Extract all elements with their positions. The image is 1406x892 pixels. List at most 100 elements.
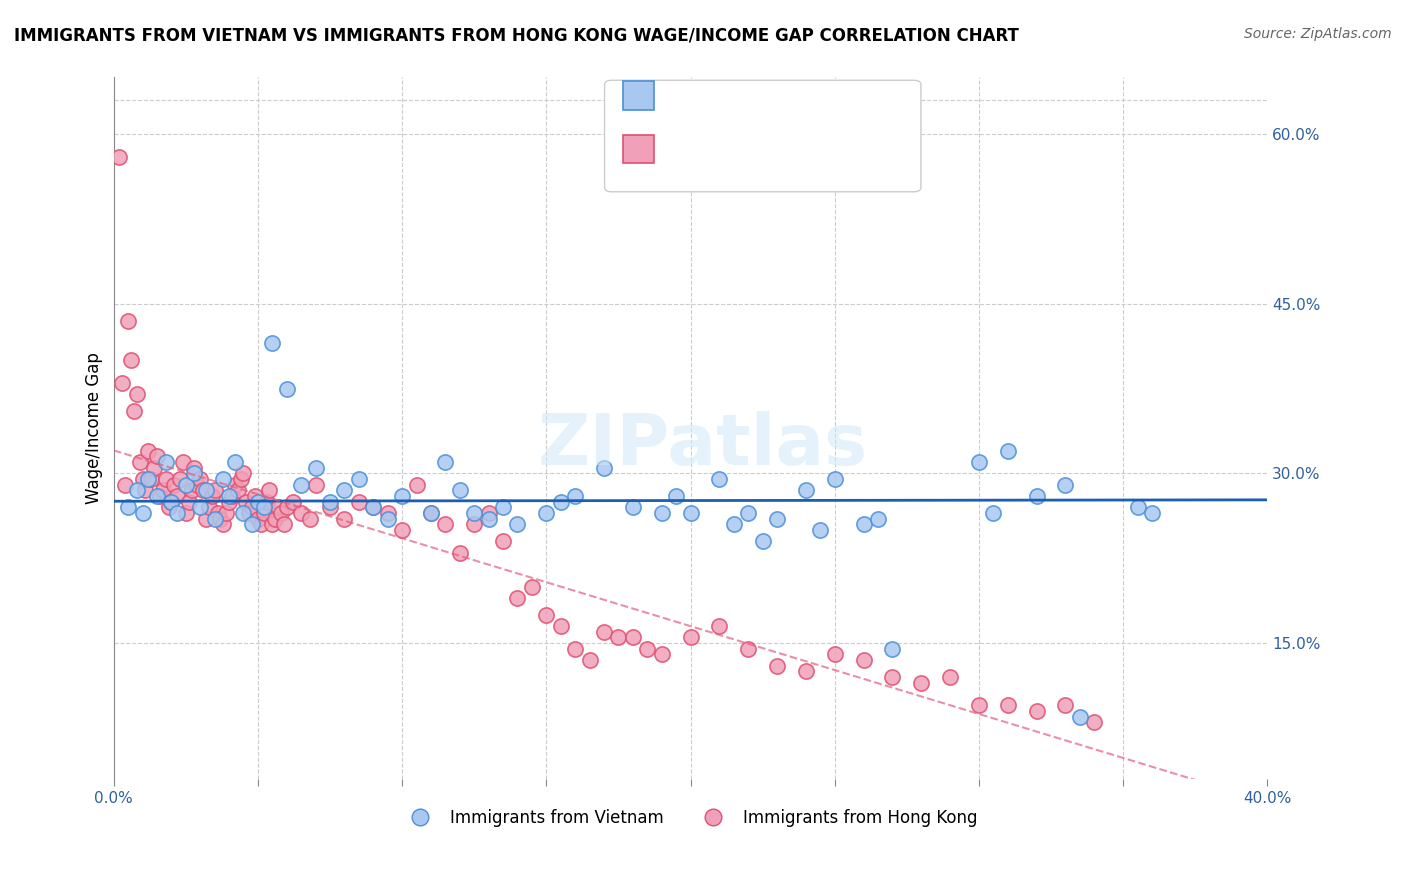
Point <box>111 376 134 390</box>
Point <box>186 477 208 491</box>
Point <box>420 506 443 520</box>
Point <box>1126 500 1149 515</box>
Point <box>766 511 789 525</box>
Text: R = 0.008: R = 0.008 <box>662 87 752 104</box>
Point <box>967 698 990 713</box>
Point <box>434 455 457 469</box>
Point <box>188 472 211 486</box>
Point <box>149 489 172 503</box>
Point <box>191 483 214 498</box>
Point <box>207 506 229 520</box>
Point <box>143 460 166 475</box>
Point <box>1069 709 1091 723</box>
Point <box>221 489 243 503</box>
Point <box>578 653 600 667</box>
Text: R = -0.153: R = -0.153 <box>662 140 759 158</box>
Point <box>128 455 150 469</box>
Point <box>564 489 586 503</box>
Point <box>146 489 169 503</box>
Point <box>434 517 457 532</box>
Point <box>939 670 962 684</box>
Point <box>824 648 846 662</box>
Point <box>183 467 205 481</box>
Point <box>679 631 702 645</box>
Point <box>910 675 932 690</box>
Point <box>794 483 817 498</box>
Point <box>737 506 759 520</box>
Point <box>183 460 205 475</box>
Point <box>824 472 846 486</box>
Point <box>249 517 271 532</box>
Point <box>212 517 235 532</box>
Point <box>273 517 295 532</box>
Point <box>195 483 218 498</box>
Point <box>709 619 731 633</box>
Point <box>882 641 904 656</box>
Point <box>122 404 145 418</box>
Point <box>391 489 413 503</box>
Point <box>319 500 342 515</box>
Point <box>262 517 284 532</box>
Point <box>281 494 304 508</box>
Point <box>319 494 342 508</box>
Point <box>449 483 471 498</box>
Point <box>478 511 501 525</box>
Point <box>751 534 773 549</box>
Point <box>536 506 558 520</box>
Point <box>852 517 875 532</box>
Point <box>131 472 153 486</box>
Point <box>240 517 263 532</box>
Point <box>117 500 139 515</box>
Point <box>136 472 159 486</box>
Point <box>1025 704 1047 718</box>
Point <box>229 472 252 486</box>
Point <box>120 353 142 368</box>
Point <box>134 483 156 498</box>
Point <box>1140 506 1163 520</box>
Point <box>180 483 202 498</box>
Point <box>224 477 246 491</box>
Point <box>520 580 543 594</box>
Point <box>766 658 789 673</box>
Point <box>114 477 136 491</box>
Point <box>218 489 240 503</box>
Point <box>478 506 501 520</box>
Point <box>550 619 572 633</box>
Point <box>238 506 260 520</box>
Point <box>290 477 312 491</box>
Point <box>146 450 169 464</box>
Point <box>246 494 269 508</box>
Point <box>492 500 515 515</box>
Point <box>204 511 226 525</box>
Point <box>1083 715 1105 730</box>
Point <box>463 506 485 520</box>
Point <box>463 517 485 532</box>
Point <box>536 607 558 622</box>
Point <box>298 511 321 525</box>
Point <box>636 641 658 656</box>
Point <box>852 653 875 667</box>
Text: N =  64: N = 64 <box>794 87 862 104</box>
Point <box>304 460 326 475</box>
Point <box>737 641 759 656</box>
Point <box>1054 477 1077 491</box>
Point <box>166 506 188 520</box>
Point <box>177 494 200 508</box>
Point <box>157 500 180 515</box>
Point <box>166 489 188 503</box>
Point <box>243 489 266 503</box>
Point <box>621 631 644 645</box>
Point <box>232 506 254 520</box>
Point <box>141 472 163 486</box>
Point <box>264 511 287 525</box>
Point <box>1025 489 1047 503</box>
Point <box>253 500 276 515</box>
Point <box>276 500 298 515</box>
Point <box>253 506 276 520</box>
Point <box>347 472 370 486</box>
Point <box>679 506 702 520</box>
Point <box>204 483 226 498</box>
Point <box>235 494 257 508</box>
Point <box>564 641 586 656</box>
Y-axis label: Wage/Income Gap: Wage/Income Gap <box>86 352 103 504</box>
